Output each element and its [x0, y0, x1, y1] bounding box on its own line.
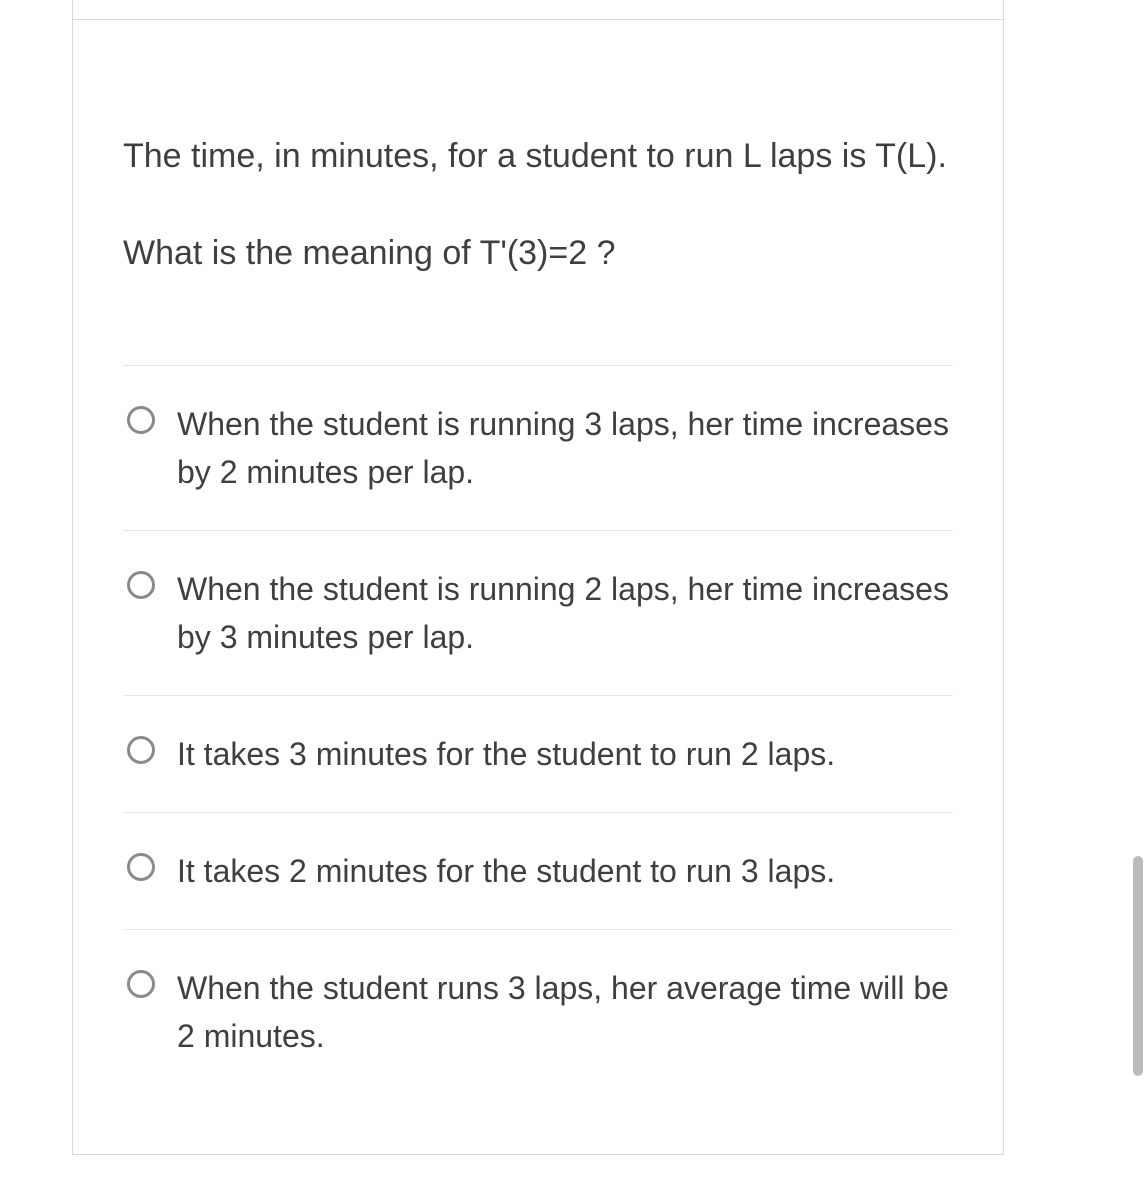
option-label: When the student is running 2 laps, her …: [177, 565, 949, 661]
scrollbar-vertical[interactable]: [1127, 0, 1147, 1200]
option-5[interactable]: When the student runs 3 laps, her averag…: [123, 930, 953, 1094]
question-paragraph-2: What is the meaning of T'(3)=2 ?: [123, 227, 953, 280]
option-label: It takes 2 minutes for the student to ru…: [177, 847, 835, 895]
option-label: When the student runs 3 laps, her averag…: [177, 964, 949, 1060]
option-label: It takes 3 minutes for the student to ru…: [177, 730, 835, 778]
question-card: The time, in minutes, for a student to r…: [72, 0, 1004, 1155]
option-4[interactable]: It takes 2 minutes for the student to ru…: [123, 813, 953, 930]
options-list: When the student is running 3 laps, her …: [123, 365, 953, 1094]
radio-icon[interactable]: [127, 571, 155, 599]
radio-icon[interactable]: [127, 736, 155, 764]
radio-icon[interactable]: [127, 853, 155, 881]
option-1[interactable]: When the student is running 3 laps, her …: [123, 366, 953, 531]
option-3[interactable]: It takes 3 minutes for the student to ru…: [123, 696, 953, 813]
question-paragraph-1: The time, in minutes, for a student to r…: [123, 130, 953, 183]
radio-icon[interactable]: [127, 970, 155, 998]
top-section-divider: [73, 0, 1003, 20]
option-label: When the student is running 3 laps, her …: [177, 400, 949, 496]
scrollbar-thumb[interactable]: [1133, 856, 1143, 1076]
question-text: The time, in minutes, for a student to r…: [123, 130, 953, 279]
card-content: The time, in minutes, for a student to r…: [73, 20, 1003, 1154]
option-2[interactable]: When the student is running 2 laps, her …: [123, 531, 953, 696]
radio-icon[interactable]: [127, 406, 155, 434]
